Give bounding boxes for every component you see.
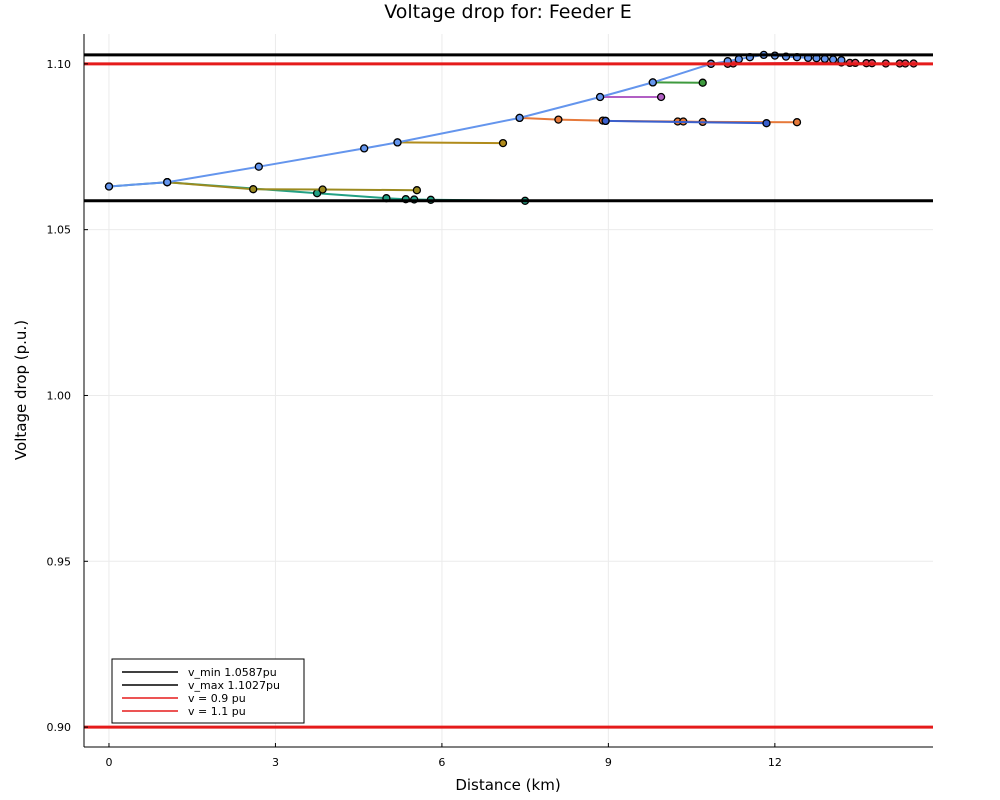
tick-labels: 0 3 6 9 12 0.90 0.95 1.00 1.05 1.10 xyxy=(47,58,782,769)
data-point xyxy=(601,116,610,126)
y-tick-label: 1.00 xyxy=(47,389,72,402)
data-point xyxy=(249,185,258,194)
legend-label-v11: v = 1.1 pu xyxy=(188,705,246,718)
data-point xyxy=(254,162,263,171)
y-tick-label: 0.95 xyxy=(47,555,72,568)
x-tick-label: 12 xyxy=(768,756,782,769)
x-tick-label: 3 xyxy=(272,756,279,769)
data-point xyxy=(163,178,172,187)
series-line xyxy=(397,141,504,145)
data-point xyxy=(498,138,508,148)
reference-lines xyxy=(84,53,933,729)
data-point xyxy=(828,55,838,64)
y-axis-label: Voltage drop (p.u.) xyxy=(12,320,30,460)
data-point xyxy=(515,113,524,123)
legend: v_min 1.0587pu v_max 1.1027pu v = 0.9 pu… xyxy=(111,658,305,724)
data-point xyxy=(792,118,802,127)
axes xyxy=(83,34,933,748)
data-point xyxy=(762,119,771,128)
data-point xyxy=(595,92,605,102)
legend-label-vmax: v_max 1.1027pu xyxy=(188,679,280,692)
data-point xyxy=(656,92,666,102)
data-point xyxy=(318,185,327,194)
data-point xyxy=(393,138,402,147)
data-point xyxy=(734,55,743,64)
data-point xyxy=(360,144,369,153)
legend-label-v09: v = 0.9 pu xyxy=(188,692,246,705)
series-line xyxy=(605,119,767,125)
data-point xyxy=(648,78,657,87)
x-tick-label: 6 xyxy=(438,756,445,769)
series-group xyxy=(104,50,846,191)
x-tick-label: 9 xyxy=(605,756,612,769)
data-point xyxy=(820,54,829,64)
plot-area-background xyxy=(84,34,933,747)
chart-title: Voltage drop for: Feeder E xyxy=(384,1,632,23)
data-point xyxy=(104,182,114,191)
legend-box xyxy=(111,658,305,724)
series-line xyxy=(167,181,417,192)
series-group xyxy=(601,116,771,128)
data-point xyxy=(554,115,563,124)
legend-label-vmin: v_min 1.0587pu xyxy=(188,666,277,679)
y-tick-label: 1.10 xyxy=(47,58,72,71)
x-tick-label: 0 xyxy=(105,756,112,769)
data-point xyxy=(698,78,707,87)
data-point xyxy=(412,186,422,195)
y-tick-label: 0.90 xyxy=(47,721,72,734)
y-tick-label: 1.05 xyxy=(47,224,72,237)
x-axis-label: Distance (km) xyxy=(455,776,560,794)
